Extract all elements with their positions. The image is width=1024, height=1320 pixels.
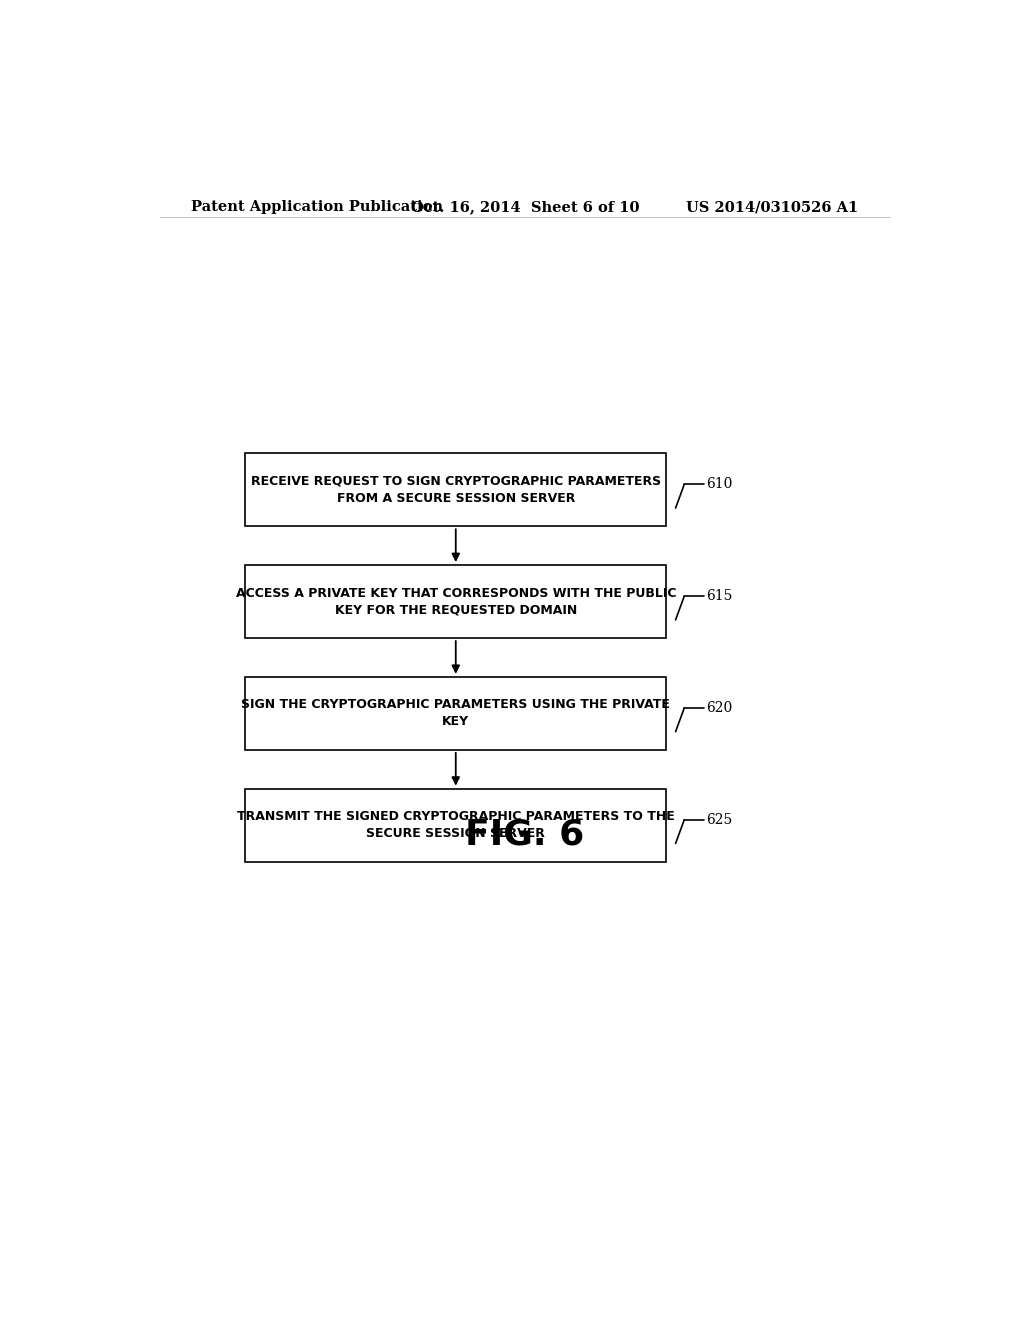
Text: 620: 620	[707, 701, 733, 715]
Text: RECEIVE REQUEST TO SIGN CRYPTOGRAPHIC PARAMETERS
FROM A SECURE SESSION SERVER: RECEIVE REQUEST TO SIGN CRYPTOGRAPHIC PA…	[251, 475, 660, 504]
Text: 615: 615	[707, 589, 733, 603]
Text: TRANSMIT THE SIGNED CRYPTOGRAPHIC PARAMETERS TO THE
SECURE SESSION SERVER: TRANSMIT THE SIGNED CRYPTOGRAPHIC PARAME…	[237, 810, 675, 840]
FancyBboxPatch shape	[246, 677, 666, 750]
Text: Oct. 16, 2014  Sheet 6 of 10: Oct. 16, 2014 Sheet 6 of 10	[411, 201, 639, 214]
Text: 625: 625	[707, 813, 733, 826]
Text: SIGN THE CRYPTOGRAPHIC PARAMETERS USING THE PRIVATE
KEY: SIGN THE CRYPTOGRAPHIC PARAMETERS USING …	[242, 698, 670, 729]
FancyBboxPatch shape	[246, 788, 666, 862]
Text: Patent Application Publication: Patent Application Publication	[191, 201, 443, 214]
Text: ACCESS A PRIVATE KEY THAT CORRESPONDS WITH THE PUBLIC
KEY FOR THE REQUESTED DOMA: ACCESS A PRIVATE KEY THAT CORRESPONDS WI…	[236, 586, 676, 616]
Text: US 2014/0310526 A1: US 2014/0310526 A1	[686, 201, 858, 214]
Text: 610: 610	[707, 478, 733, 491]
FancyBboxPatch shape	[246, 453, 666, 527]
FancyBboxPatch shape	[246, 565, 666, 638]
Text: FIG. 6: FIG. 6	[465, 817, 585, 851]
